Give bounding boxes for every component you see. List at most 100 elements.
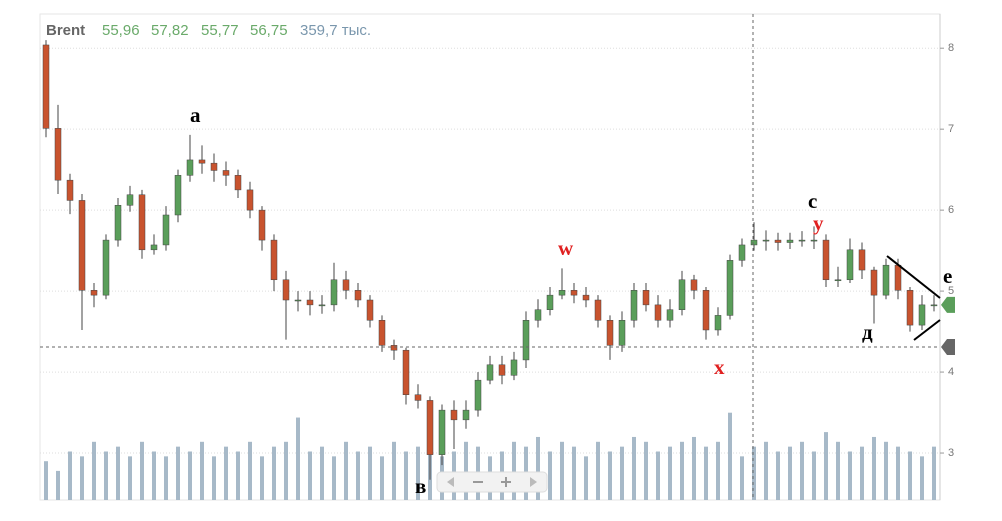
volume-bar [812,451,816,500]
candle-body [918,304,926,326]
candle-body [474,379,482,411]
candle-body [558,290,566,296]
volume-bar [740,456,744,500]
candle-body [666,309,674,321]
volume-bar [608,451,612,500]
candle-body [882,264,890,296]
candle-body [750,239,758,246]
candle-body [630,290,638,321]
volume-bar [368,446,372,500]
volume-bar [620,446,624,500]
candle-body [210,162,218,171]
volume-bar [224,446,228,500]
volume-value: 359,7 тыс. [300,22,371,39]
annotation: x [714,355,725,379]
candle-body [522,320,530,361]
candle-body [714,315,722,331]
candle-body [498,364,506,376]
volume-bar [920,456,924,500]
volume-bar [764,441,768,500]
candle-body [342,279,350,291]
volume-bar [116,446,120,500]
annotations: а в w x c y д е [190,103,952,498]
candle-body [546,294,554,310]
volume-bar [332,456,336,500]
header: Brent 55,96 57,82 55,77 56,75 359,7 тыс. [46,22,371,39]
last-price-marker [941,296,955,313]
annotation: c [808,189,817,213]
candle-body [930,304,938,307]
candle-body [66,179,74,201]
volume-bar [512,441,516,500]
volume-bar [296,417,300,500]
candle-body [294,299,302,302]
annotation: w [558,236,574,260]
volume-bar [644,441,648,500]
nav-bar[interactable] [436,471,548,493]
candle-body [366,299,374,321]
candle-body [78,200,86,291]
nav-zoom-in[interactable] [501,477,511,487]
nav-left[interactable] [447,477,454,487]
volume-bar [164,456,168,500]
candle-body [54,128,62,181]
candle-body [858,249,866,271]
volume-bar [932,446,936,500]
annotation: y [813,211,824,235]
volume-bar [284,441,288,500]
volume-bar [392,441,396,500]
volume-bar [92,441,96,500]
volume-bar [860,446,864,500]
candle-body [846,249,854,281]
candle-body [102,239,110,296]
candle-body [762,239,770,242]
candle-body [246,189,254,211]
candle-body [138,194,146,251]
y-tick-label: 4 [948,366,954,378]
volume-bar [704,446,708,500]
volume-bar [248,441,252,500]
candle-body [330,279,338,306]
candle-body [726,260,734,316]
candle-body [378,320,386,346]
candle-body [738,244,746,261]
volume-bar [128,456,132,500]
candle-body [690,279,698,291]
candle-body [582,294,590,301]
candle-body [426,400,434,455]
volume-bar [548,451,552,500]
volume-bar [596,441,600,500]
nav-right[interactable] [530,477,537,487]
candle-body [594,299,602,321]
y-tick-label: 5 [948,285,954,297]
volume-bar [260,456,264,500]
candle-body [810,239,818,242]
volume-bar [668,446,672,500]
volume-bar [344,441,348,500]
volume-bar [884,441,888,500]
volume-bar [380,456,384,500]
candle-body [534,309,542,321]
candle-body [306,299,314,306]
annotation: д [862,320,873,344]
candle-body [618,320,626,346]
volume-bar [68,451,72,500]
volume-bar [464,441,468,500]
nav-buttons[interactable] [436,471,548,493]
volume-bar [404,451,408,500]
candle-body [774,239,782,243]
candle-body [786,239,794,243]
y-tick-label: 7 [948,123,954,135]
candle-body [678,279,686,310]
candle-body [462,409,470,421]
y-tick-label: 6 [948,204,954,216]
candle-body [402,349,410,395]
volume-bar [356,451,360,500]
volume-bar [212,456,216,500]
volume-bar [236,451,240,500]
candle-body [270,239,278,281]
candle-body [126,194,134,206]
candle-body [510,359,518,376]
volume-bar [584,456,588,500]
